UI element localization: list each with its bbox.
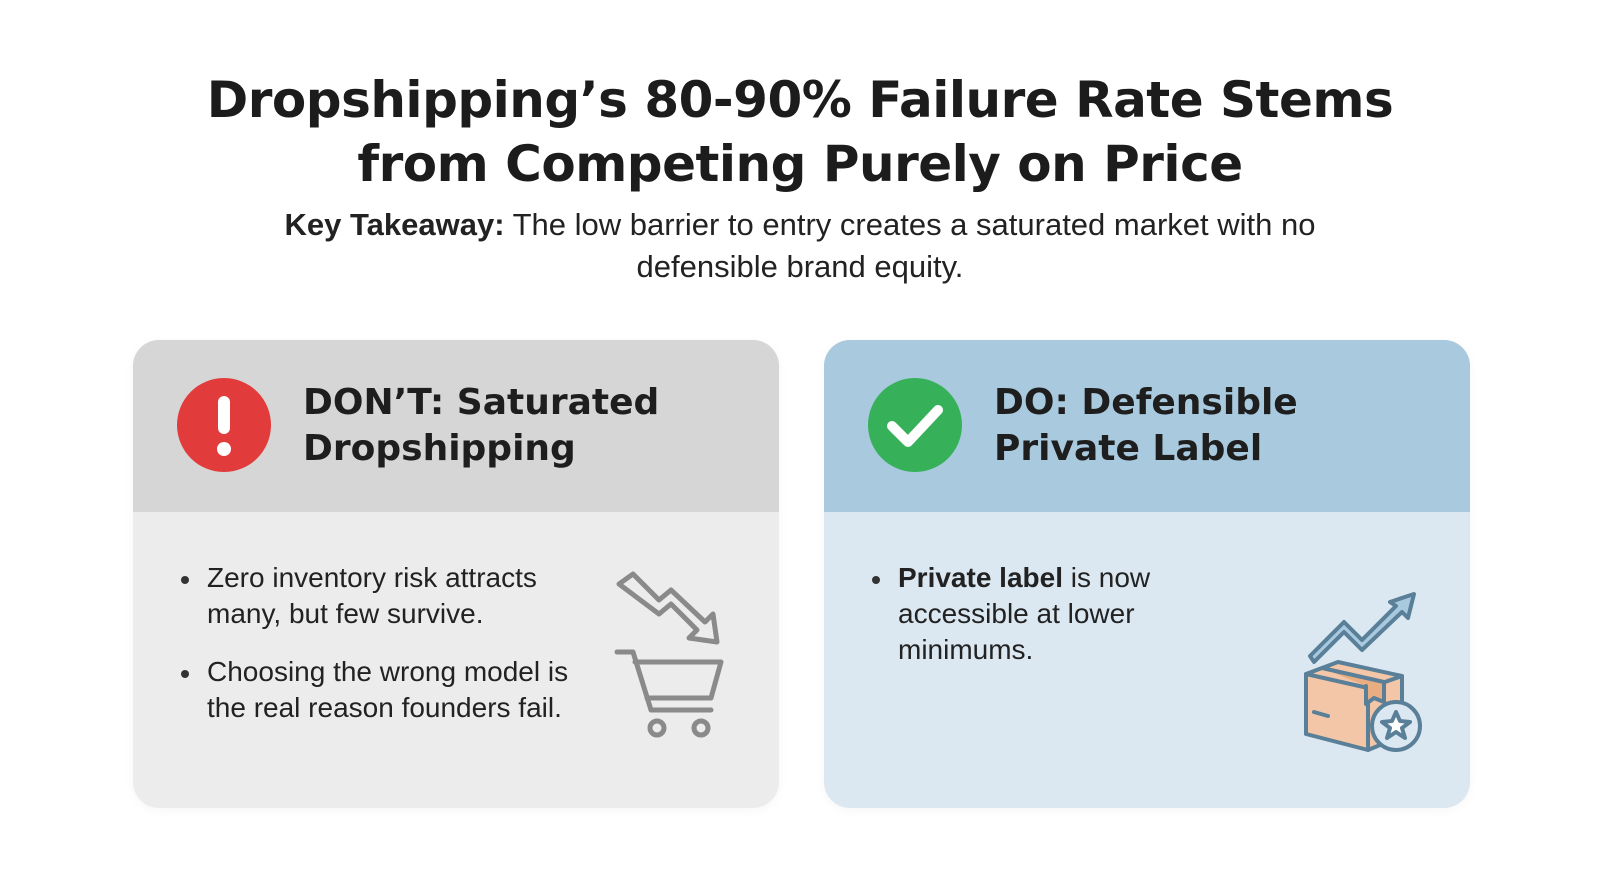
dont-card-title-line-1: DON’T: Saturated	[303, 382, 660, 423]
do-card-title-line-1: DO: Defensible	[994, 382, 1298, 423]
exclamation-icon	[177, 378, 271, 472]
do-card-title: DO: Defensible Private Label	[994, 380, 1434, 472]
dont-card-title: DON’T: Saturated Dropshipping	[303, 380, 743, 472]
checkmark-icon	[868, 378, 962, 472]
private-label-emphasis: Private label	[898, 562, 1063, 593]
key-takeaway: Key Takeaway: The low barrier to entry c…	[270, 204, 1330, 288]
do-card-title-line-2: Private Label	[994, 428, 1263, 469]
declining-cart-icon	[613, 570, 743, 740]
dont-card-title-line-2: Dropshipping	[303, 428, 576, 469]
list-item: Private label is now accessible at lower…	[868, 560, 1178, 668]
do-card: DO: Defensible Private Label Private lab…	[824, 340, 1470, 808]
page-title: Dropshipping’s 80-90% Failure Rate Stems…	[0, 68, 1600, 196]
do-card-header: DO: Defensible Private Label	[824, 340, 1470, 512]
key-takeaway-text: The low barrier to entry creates a satur…	[504, 207, 1316, 284]
list-item: Zero inventory risk attracts many, but f…	[177, 560, 597, 632]
dont-card: DON’T: Saturated Dropshipping Zero inven…	[133, 340, 779, 808]
page-title-line-2: from Competing Purely on Price	[357, 135, 1243, 193]
dont-bullet-list: Zero inventory risk attracts many, but f…	[177, 560, 597, 748]
dont-card-header: DON’T: Saturated Dropshipping	[133, 340, 779, 512]
list-item: Choosing the wrong model is the real rea…	[177, 654, 597, 726]
page-title-line-1: Dropshipping’s 80-90% Failure Rate Stems	[206, 71, 1394, 129]
rising-box-star-icon	[1304, 590, 1434, 755]
do-bullet-list: Private label is now accessible at lower…	[868, 560, 1178, 690]
do-bullet-text: is now accessible at lower minimums.	[898, 562, 1151, 665]
key-takeaway-label: Key Takeaway:	[284, 207, 505, 242]
